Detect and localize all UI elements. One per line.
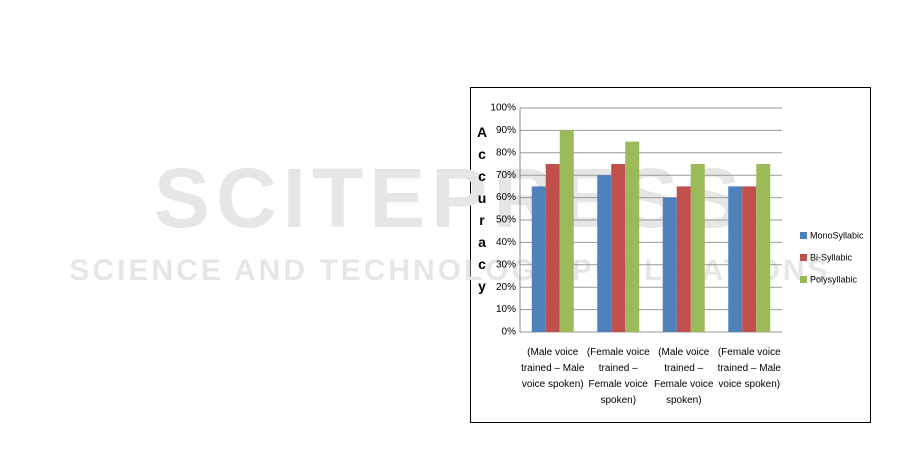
- y-tick-label: 70%: [496, 170, 516, 181]
- bar: [531, 186, 546, 332]
- bar: [690, 164, 705, 332]
- x-tick-label: (Male voice trained – Female voice spoke…: [654, 347, 714, 406]
- bar: [728, 186, 743, 332]
- bar: [559, 130, 574, 332]
- chart-frame: [470, 87, 871, 423]
- bar: [676, 186, 691, 332]
- watermark-title: SCITEPRESS: [154, 151, 746, 245]
- y-tick-label: 90%: [496, 125, 516, 136]
- bar: [611, 164, 626, 332]
- y-tick-label: 60%: [496, 192, 516, 203]
- bar: [756, 164, 771, 332]
- legend-label: MonoSyllabic: [810, 230, 864, 240]
- x-tick-label: (Female voice trained – Female voice spo…: [586, 347, 650, 406]
- y-tick-label: 40%: [496, 237, 516, 248]
- y-tick-label: 20%: [496, 282, 516, 293]
- y-tick-label: 100%: [490, 103, 516, 114]
- y-tick-label: 0%: [502, 327, 517, 338]
- x-tick-label: (Female voice trained – Male voice spoke…: [717, 347, 781, 390]
- bar: [597, 175, 612, 332]
- legend-swatch: [800, 232, 807, 239]
- legend-label: Polysyllabic: [810, 274, 858, 284]
- x-tick-label: (Male voice trained – Male voice spoken): [521, 347, 585, 390]
- bar: [545, 164, 560, 332]
- legend-swatch: [800, 276, 807, 283]
- watermark-subtitle: SCIENCE AND TECHNOLOGY PUBLICATIONS: [69, 254, 830, 287]
- bar: [662, 197, 677, 332]
- legend-swatch: [800, 254, 807, 261]
- bar: [625, 141, 640, 332]
- y-tick-label: 80%: [496, 147, 516, 158]
- bar: [742, 186, 757, 332]
- y-tick-label: 50%: [496, 215, 516, 226]
- y-axis-label: Accuracy: [474, 124, 490, 300]
- y-tick-label: 10%: [496, 304, 516, 315]
- legend-label: Bi-Syllabic: [810, 252, 853, 262]
- y-tick-label: 30%: [496, 259, 516, 270]
